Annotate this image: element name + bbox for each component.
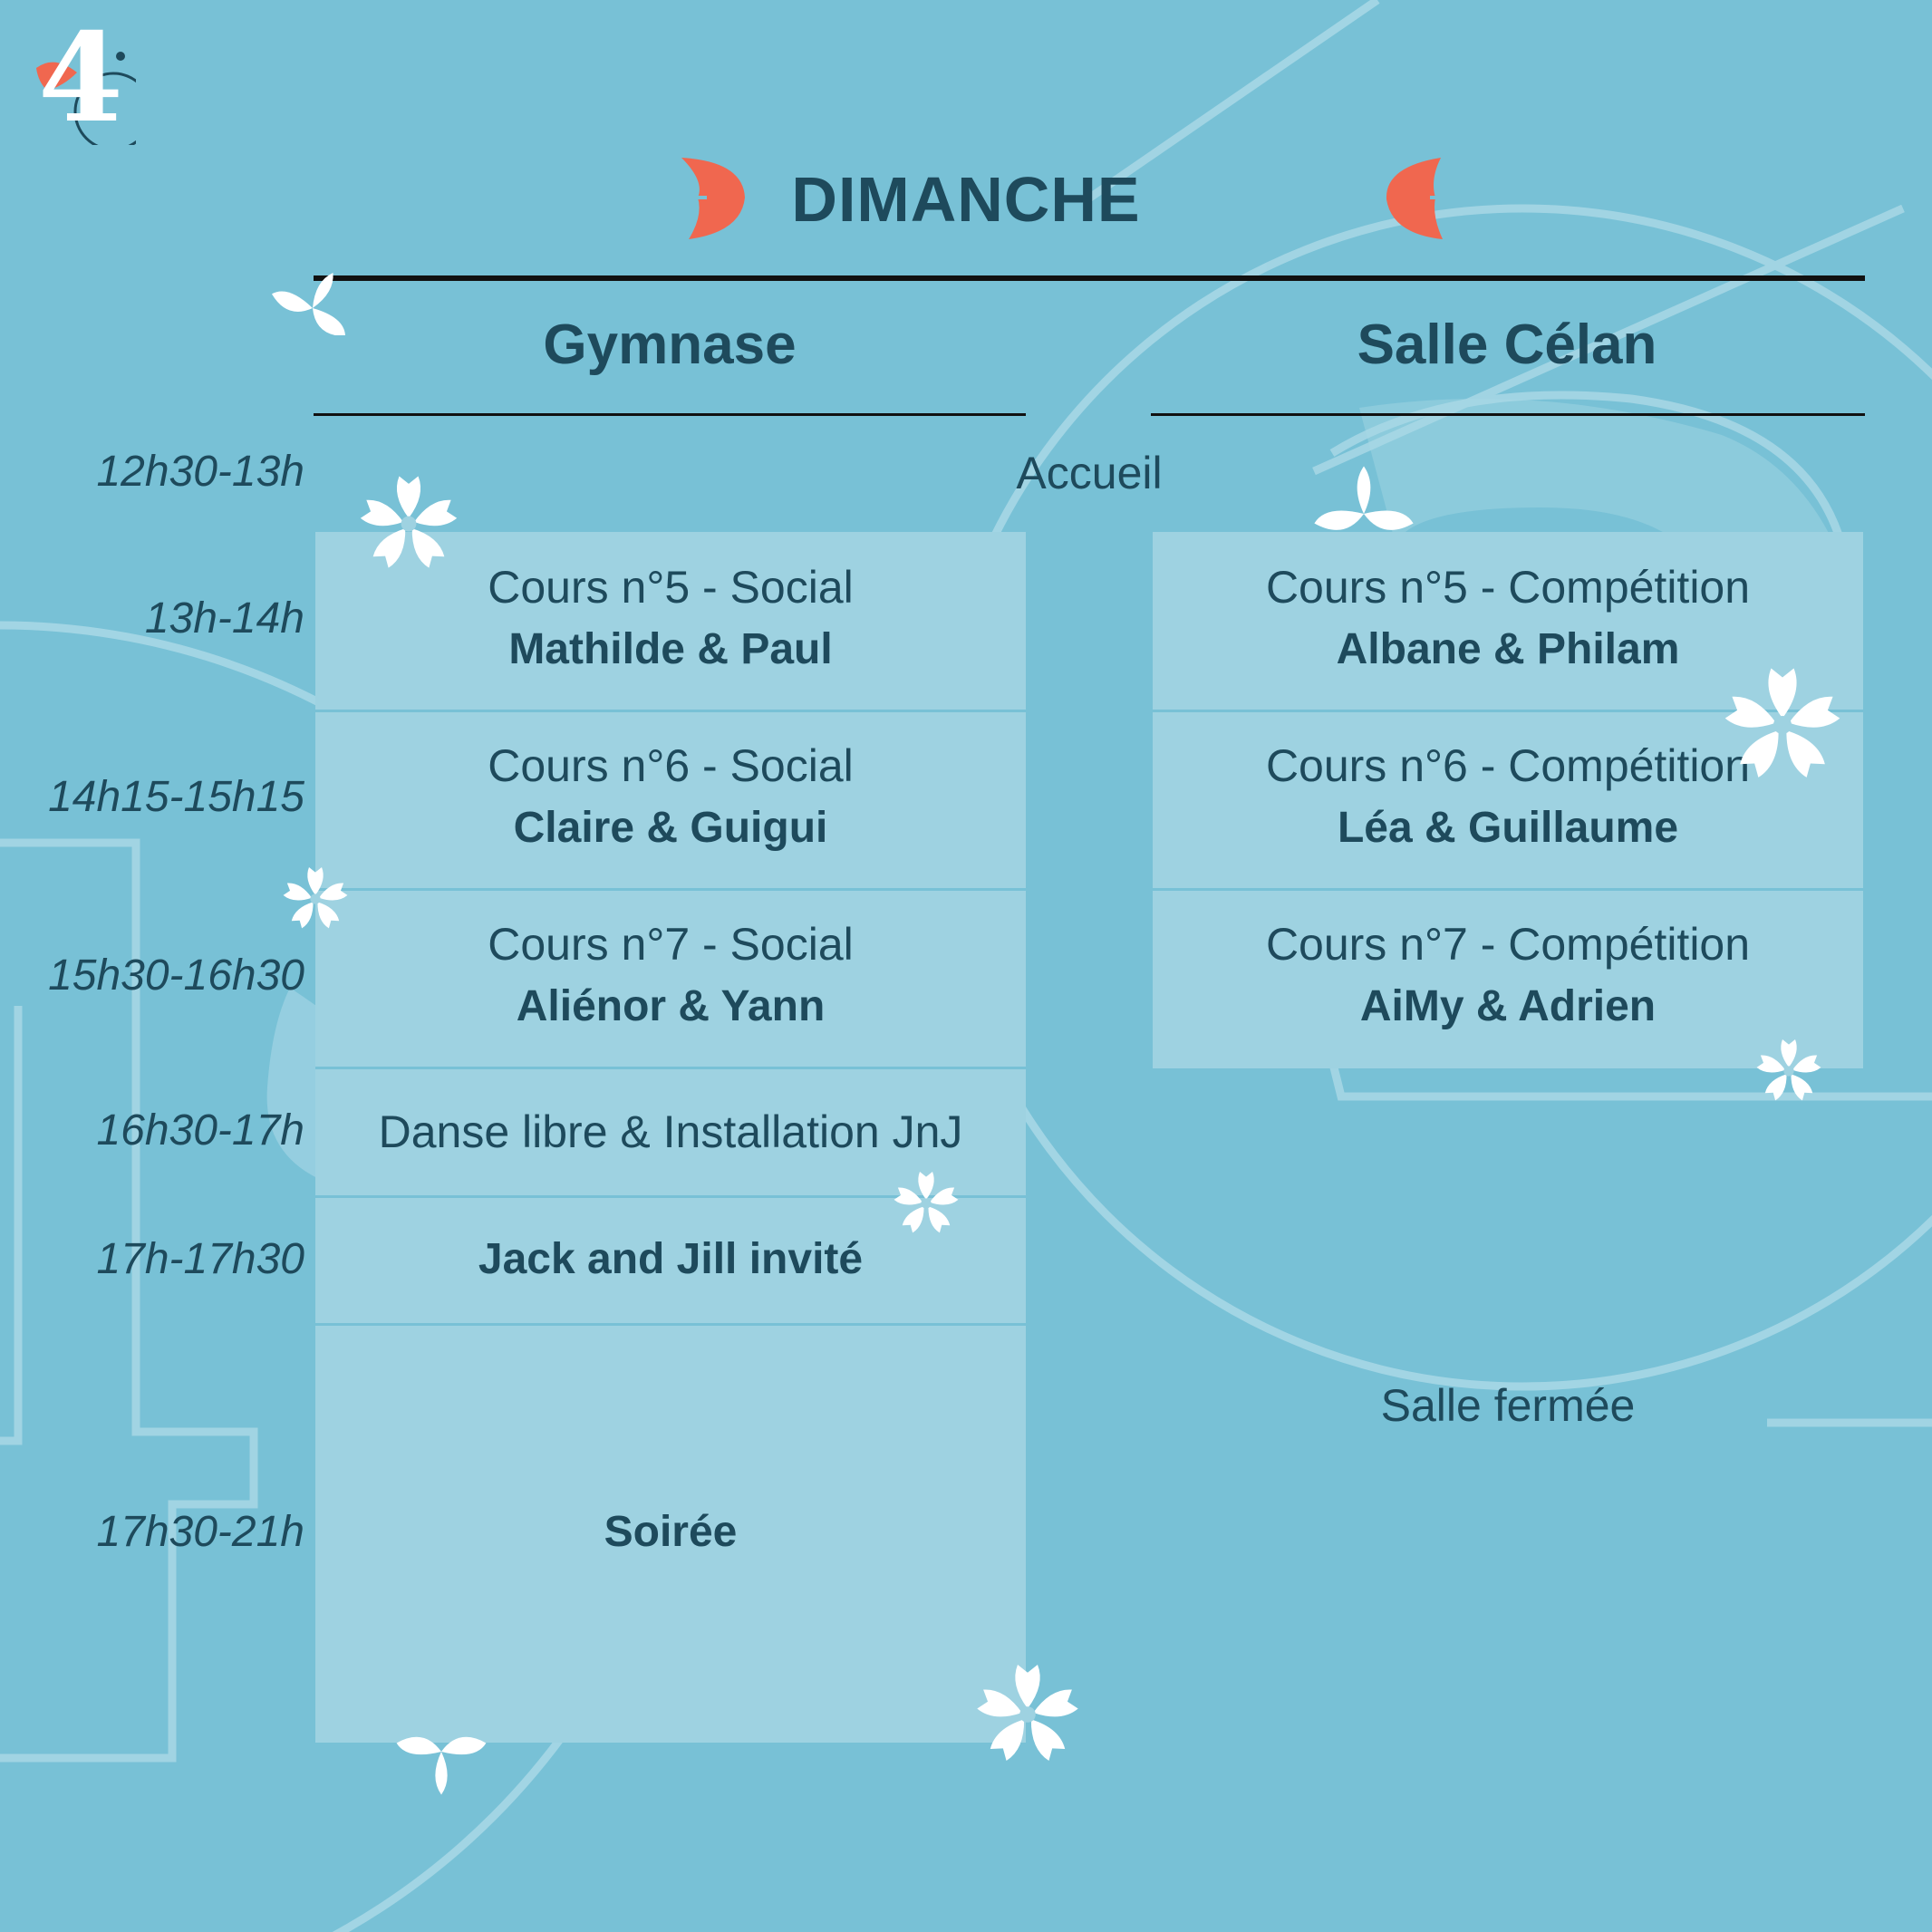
celan-course-5: Cours n°5 - Compétition Albane & Philam (1153, 565, 1863, 671)
time-slot: 15h30-16h30 (48, 952, 304, 1000)
time-slot: 12h30-13h (96, 448, 304, 496)
time-slot: 17h-17h30 (96, 1235, 304, 1283)
course-teachers: AiMy & Adrien (1359, 982, 1657, 1030)
course-teachers: Léa & Guillaume (1337, 804, 1679, 852)
row-divider (1153, 888, 1863, 891)
petal-icon (36, 62, 77, 91)
title-divider (314, 275, 1865, 281)
header-divider-left (314, 413, 1026, 416)
time-slot: 14h15-15h15 (48, 773, 304, 821)
time-slot: 17h30-21h (96, 1508, 304, 1556)
gymnase-course-6: Cours n°6 - Social Claire & Guigui (315, 743, 1026, 850)
bud-icon (268, 254, 367, 335)
gymnase-course-7: Cours n°7 - Social Aliénor & Yann (315, 922, 1026, 1029)
row-divider (315, 1067, 1026, 1069)
row-divider (315, 1195, 1026, 1198)
flower-icon (1724, 668, 1841, 779)
petal-left-icon (671, 158, 745, 239)
course-title: Cours n°7 - Social (488, 919, 854, 970)
soiree-label: Soirée (604, 1508, 738, 1556)
row-divider (315, 710, 1026, 712)
gymnase-course-5: Cours n°5 - Social Mathilde & Paul (315, 565, 1026, 671)
petal-right-icon (1386, 158, 1461, 239)
row-divider (1153, 710, 1863, 712)
welcome-label: Accueil (1016, 448, 1163, 498)
course-title: Cours n°6 - Social (488, 740, 854, 791)
course-teachers: Albane & Philam (1336, 625, 1680, 673)
column-header-salle-celan: Salle Célan (1357, 314, 1657, 376)
time-slot: 16h30-17h (96, 1106, 304, 1154)
logo: 4 (27, 5, 153, 151)
salle-celan-panel (1153, 532, 1863, 1068)
course-teachers: Aliénor & Yann (516, 982, 826, 1030)
bud-icon (396, 1736, 487, 1795)
time-slot: 13h-14h (144, 594, 304, 642)
room-closed-label: Salle fermée (1380, 1380, 1636, 1431)
row-divider (315, 888, 1026, 891)
course-title: Cours n°5 - Compétition (1265, 562, 1751, 613)
logo-digit: 4 (38, 5, 123, 150)
day-title: DIMANCHE (791, 164, 1141, 235)
course-title: Cours n°7 - Compétition (1265, 919, 1751, 970)
row-divider (315, 1323, 1026, 1326)
flower-icon (976, 1665, 1079, 1763)
flower-icon (894, 1172, 959, 1234)
course-teachers: Mathilde & Paul (508, 625, 833, 673)
celan-course-7: Cours n°7 - Compétition AiMy & Adrien (1153, 922, 1863, 1029)
free-dance-label: Danse libre & Installation JnJ (378, 1106, 963, 1157)
flower-icon (283, 867, 348, 930)
course-title: Cours n°6 - Compétition (1265, 740, 1751, 791)
jack-and-jill-label: Jack and Jill invité (478, 1235, 864, 1283)
bud-icon (1314, 466, 1414, 530)
celan-course-6: Cours n°6 - Compétition Léa & Guillaume (1153, 743, 1863, 850)
column-header-gymnase: Gymnase (543, 314, 797, 376)
course-title: Cours n°5 - Social (488, 562, 854, 613)
course-teachers: Claire & Guigui (513, 804, 828, 852)
flower-icon (1756, 1039, 1821, 1102)
flower-icon (360, 476, 458, 570)
gymnase-panel (315, 532, 1026, 1743)
header-divider-right (1151, 413, 1865, 416)
